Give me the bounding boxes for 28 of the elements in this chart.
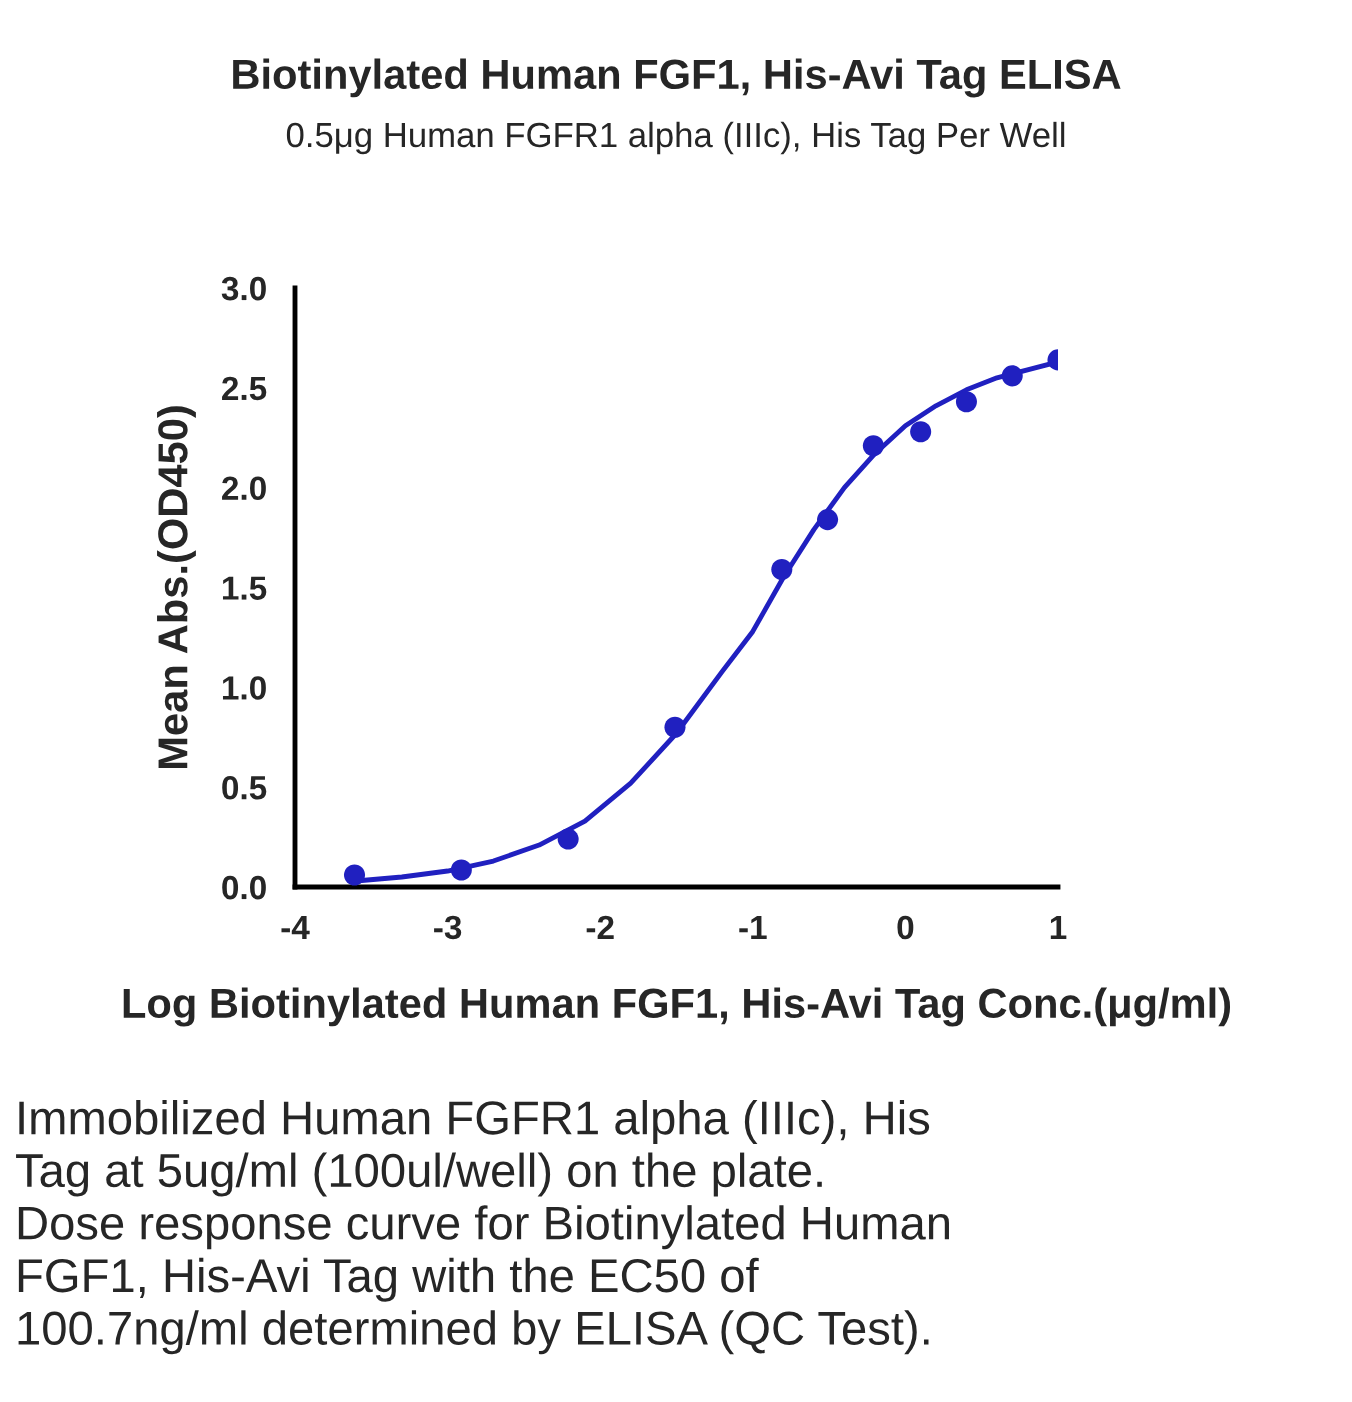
x-axis-title: Log Biotinylated Human FGF1, His-Avi Tag Conc.(μg/ml): [123, 987, 1231, 1027]
point: [910, 421, 932, 443]
chart-title: Biotinylated Human FGF1, His-Avi Tag ELISA: [233, 58, 1121, 98]
chart-subtitle: 0.5μg Human FGFR1 alpha (IIIc), His Tag Per Well: [286, 121, 1065, 155]
point: [862, 435, 884, 457]
y-tick-label: 3.0: [221, 276, 266, 301]
point: [664, 716, 686, 738]
y-tick-label: 0.0: [222, 875, 266, 900]
y-axis-title: Mean Abs.(OD450): [157, 406, 196, 768]
point: [817, 509, 839, 531]
x-tick-label: 0: [897, 915, 914, 940]
point: [1001, 365, 1023, 387]
y-tick-label: 1.0: [222, 676, 266, 700]
x-tick-label: 1: [1050, 916, 1067, 939]
point: [343, 864, 366, 886]
x-tick-label: -3: [434, 915, 462, 940]
point: [955, 391, 977, 413]
y-tick-label: 0.5: [222, 775, 267, 800]
y-tick-label: 2.0: [222, 476, 266, 501]
text: Immobilized Human FGFR1 alpha (IIIc), His Tag at 5ug/ml (100ul/well) on the plate. Dose response curve for Biotinylated Human FGF1, His-Avi Tag with the EC50 of 100.7ng/ml determined by ELISA (QC Test).: [16, 1100, 949, 1355]
y-tick-label: 1.5: [222, 576, 267, 600]
x-tick-label: -1: [739, 916, 767, 939]
x-tick-label: -4: [281, 916, 310, 939]
x-tick-label: -2: [586, 915, 614, 939]
point: [557, 828, 579, 850]
point: [450, 859, 472, 881]
y-tick-label: 2.5: [222, 376, 267, 401]
point: [771, 559, 793, 581]
